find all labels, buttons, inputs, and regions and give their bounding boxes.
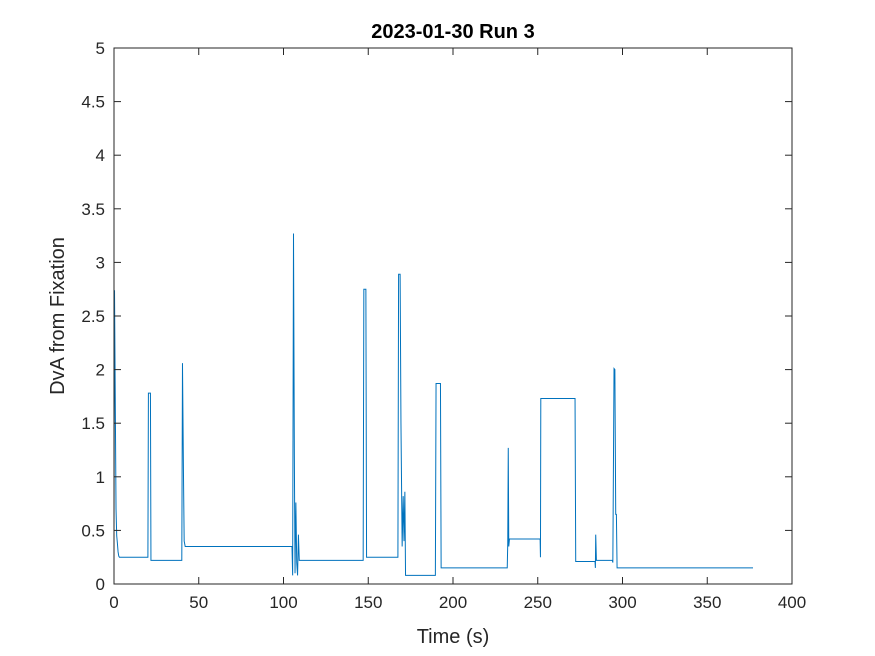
series-layer xyxy=(113,233,754,576)
x-tick-label: 150 xyxy=(354,593,382,612)
x-tick-label: 250 xyxy=(524,593,552,612)
y-tick-label: 0 xyxy=(96,575,105,594)
y-tick-label: 3.5 xyxy=(81,200,105,219)
x-tick-label: 200 xyxy=(439,593,467,612)
x-tick-label: 300 xyxy=(608,593,636,612)
y-tick-label: 2.5 xyxy=(81,307,105,326)
y-tick-label: 2 xyxy=(96,361,105,380)
y-tick-label: 5 xyxy=(96,39,105,58)
x-tick-label: 50 xyxy=(189,593,208,612)
y-axis-label: DvA from Fixation xyxy=(47,237,69,395)
y-tick-label: 1 xyxy=(96,468,105,487)
y-tick-label: 1.5 xyxy=(81,414,105,433)
x-tick-label: 350 xyxy=(693,593,721,612)
series-line-0 xyxy=(113,233,754,576)
y-tick-label: 0.5 xyxy=(81,521,105,540)
chart-title: 2023-01-30 Run 3 xyxy=(371,21,534,43)
axes-layer: 0 50 100 150 200 250 300 350 400 0 0.5 1 1.5 2 2.5 3 3.5… xyxy=(81,39,806,612)
plot-area xyxy=(114,48,792,584)
x-tick-label: 100 xyxy=(269,593,297,612)
y-tick-label: 3 xyxy=(96,253,105,272)
x-axis-label: Time (s) xyxy=(417,626,490,648)
x-tick-label: 400 xyxy=(778,593,806,612)
y-tick-label: 4.5 xyxy=(81,93,105,112)
y-tick-label: 4 xyxy=(96,146,105,165)
x-tick-label: 0 xyxy=(109,593,118,612)
